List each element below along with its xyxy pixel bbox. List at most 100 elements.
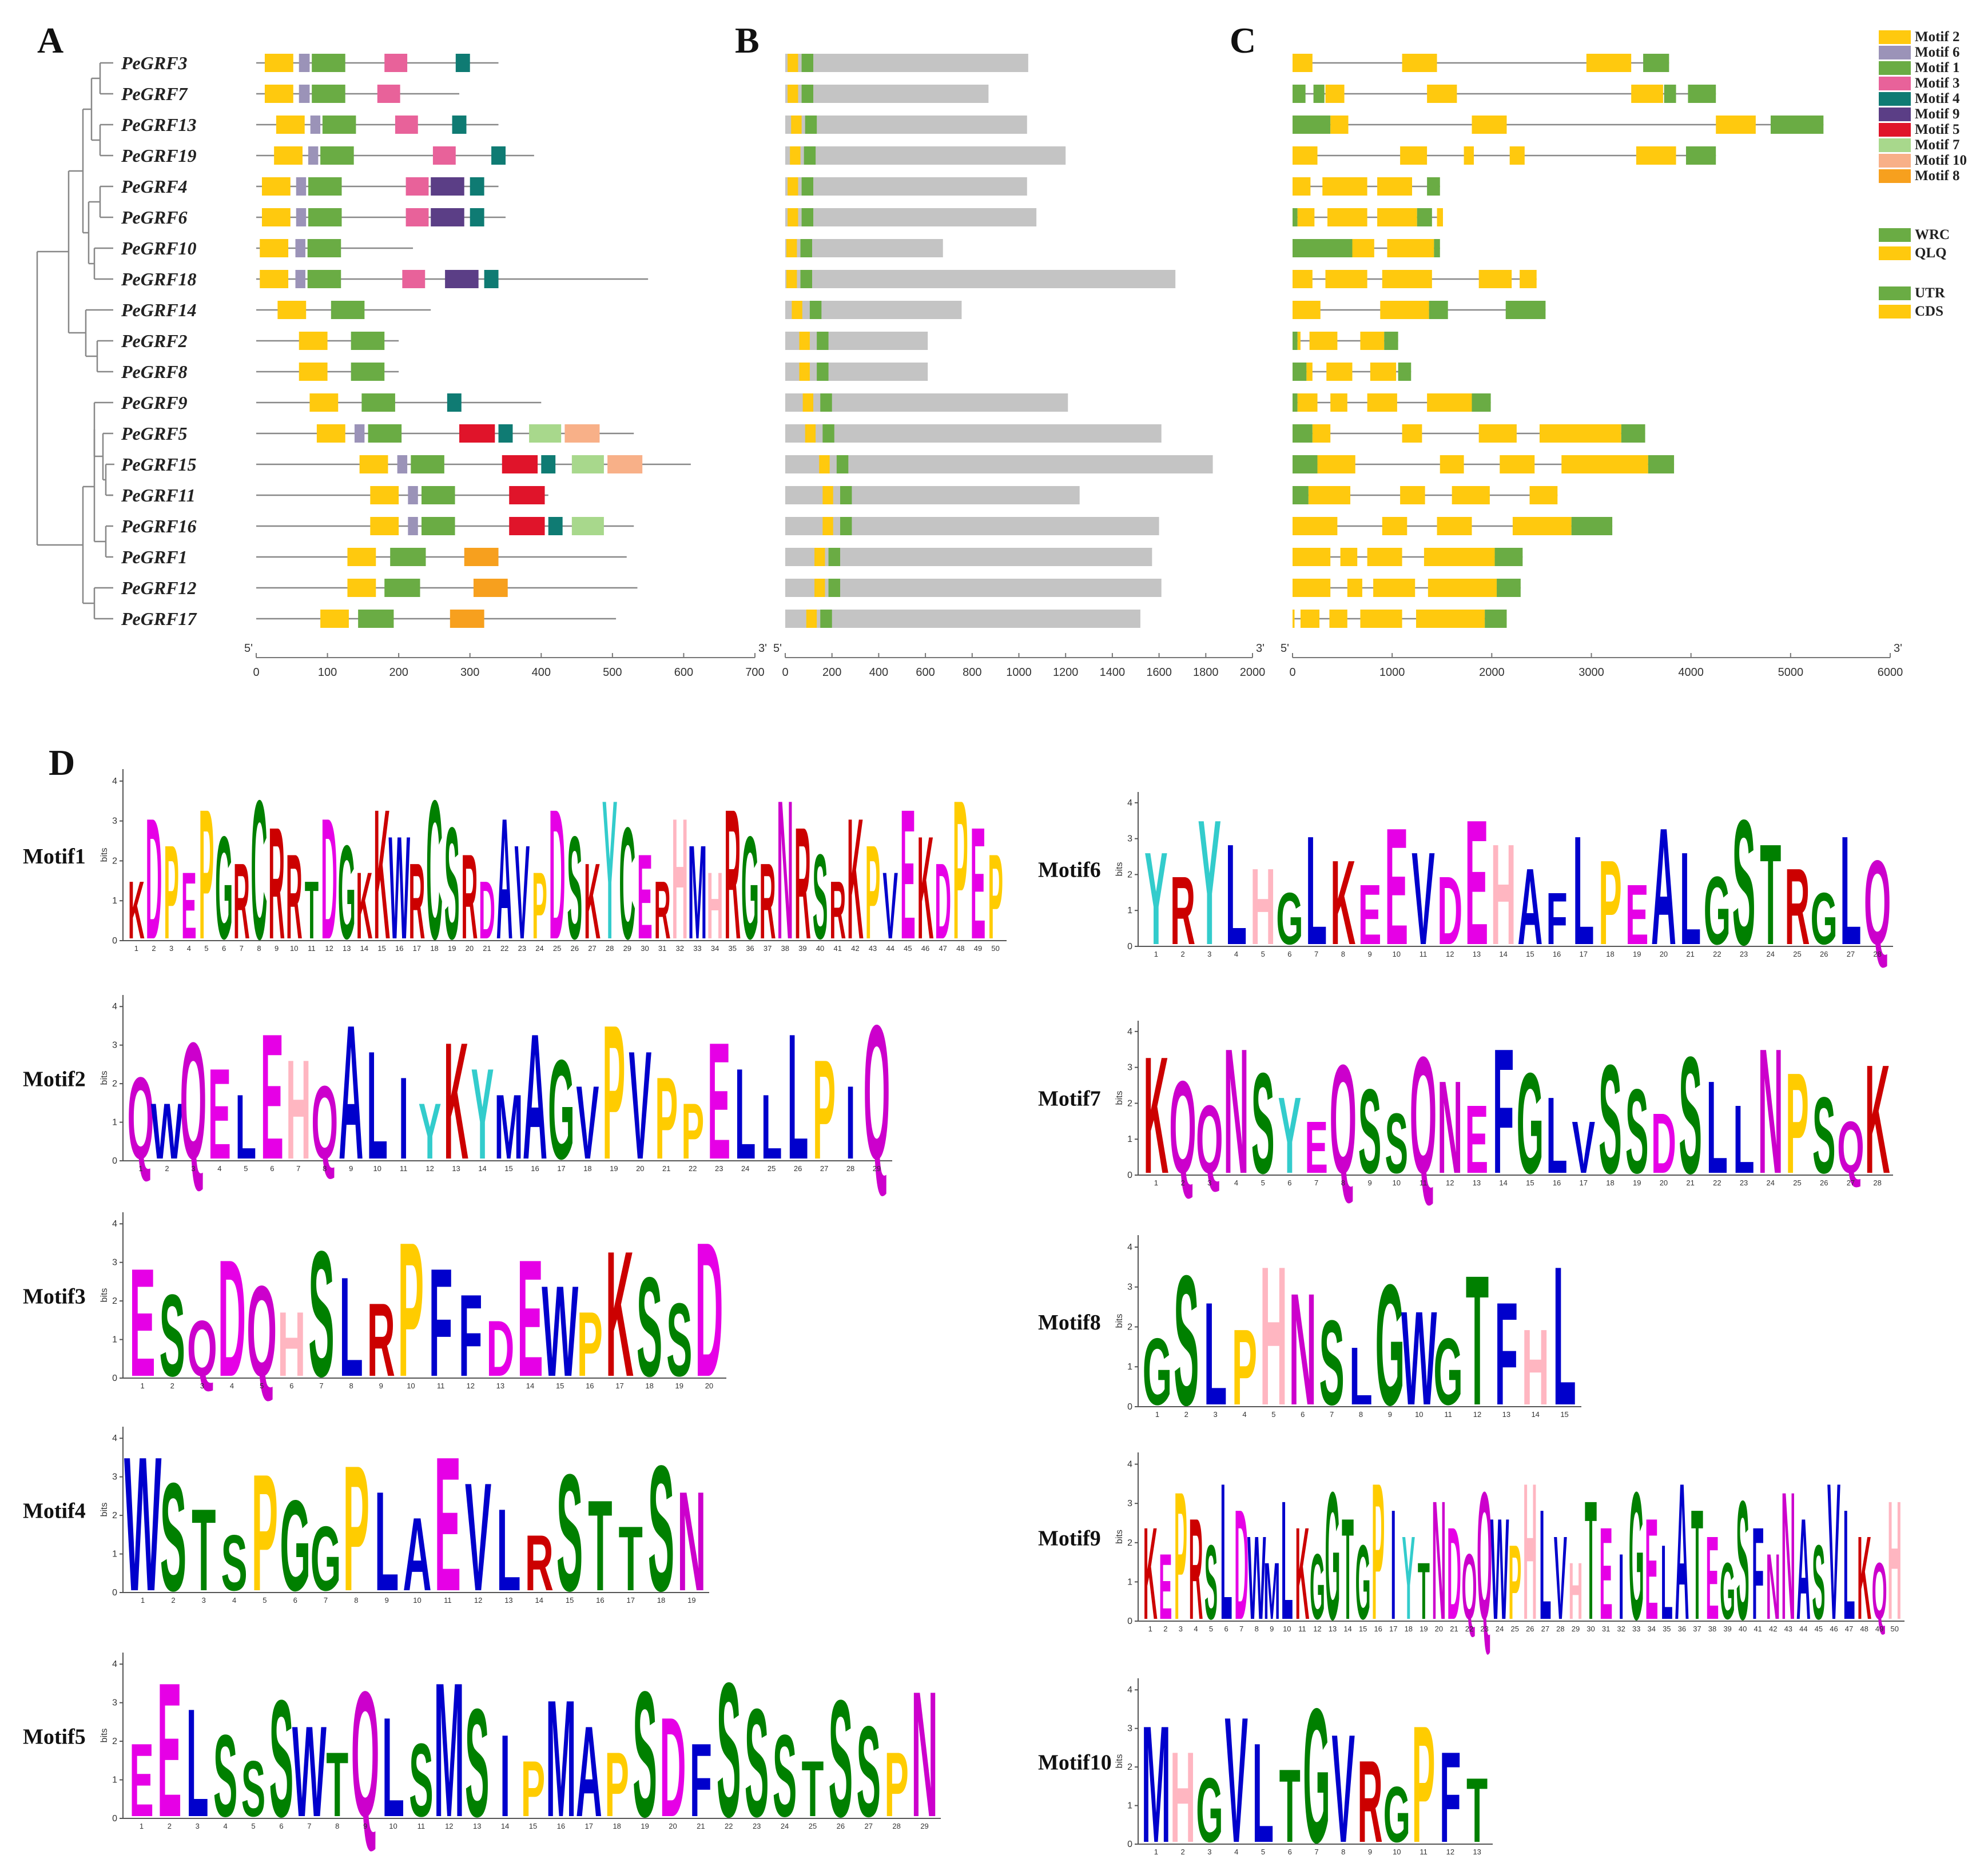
- logo-letter: N: [1437, 1053, 1462, 1201]
- logo-position-label: 4: [1242, 1410, 1246, 1419]
- logo-position-label: 43: [869, 944, 877, 953]
- motif-name-label: Motif1: [23, 845, 86, 869]
- logo-position-label: 29: [873, 1164, 881, 1173]
- logo-letter: K: [1295, 1500, 1309, 1647]
- cds-exon-box: [1512, 517, 1572, 535]
- axis-3prime-label: 3': [1256, 642, 1265, 655]
- logo-position-label: 1: [134, 944, 138, 953]
- logo-letter: N: [1289, 1260, 1317, 1438]
- logo-letter: N: [1758, 1011, 1783, 1211]
- cds-exon-box: [1340, 548, 1358, 566]
- logo-letter: G: [1276, 878, 1303, 960]
- logo-position-label: 6: [293, 1596, 297, 1605]
- logo-position-label: 7: [1314, 950, 1318, 958]
- motif2-box: [260, 270, 289, 288]
- cds-exon-box: [1367, 393, 1397, 412]
- logo-position-label: 44: [886, 944, 894, 953]
- cds-exon-box: [1309, 332, 1338, 350]
- logo-letter: H: [1523, 1443, 1537, 1661]
- logo-letter: L: [1546, 1074, 1568, 1196]
- logo-letter: D: [549, 771, 566, 978]
- legend-swatch: [1879, 286, 1911, 300]
- cds-exon-box: [1437, 208, 1443, 226]
- axis-tick-label: 0: [1289, 666, 1295, 679]
- logo-letter: K: [606, 1215, 634, 1415]
- logo-position-label: 5: [1261, 1179, 1265, 1187]
- cds-exon-box: [1308, 486, 1351, 504]
- cds-exon-box: [1293, 301, 1321, 319]
- logo-y-tick-label: 0: [1127, 1617, 1132, 1626]
- logo-position-label: 13: [452, 1164, 460, 1173]
- motif6-box: [296, 208, 307, 226]
- utr-exon-box: [1505, 301, 1546, 319]
- wrc-domain-box: [828, 579, 840, 597]
- axis-tick-label: 0: [253, 666, 259, 679]
- logo-y-tick-label: 4: [112, 777, 117, 786]
- protein-bar: [785, 424, 1162, 443]
- cds-exon-box: [1478, 270, 1512, 288]
- logo-letter: L: [735, 1042, 756, 1187]
- logo-position-label: 50: [991, 944, 999, 953]
- logo-y-tick-label: 3: [112, 1698, 117, 1708]
- logo-y-tick-label: 0: [112, 1156, 117, 1166]
- utr-exon-box: [1293, 332, 1298, 350]
- logo-position-label: 22: [1713, 1179, 1721, 1187]
- logo-position-label: 4: [217, 1164, 221, 1173]
- logo-position-label: 16: [1553, 950, 1561, 958]
- logo-letter: F: [1752, 1500, 1764, 1647]
- utr-exon-box: [1494, 548, 1523, 566]
- logo-position-label: 7: [307, 1822, 311, 1830]
- logo-letter: D: [935, 840, 951, 961]
- logo-position-label: 16: [557, 1822, 565, 1830]
- logo-letter: G: [741, 806, 759, 969]
- utr-exon-box: [1664, 85, 1676, 103]
- utr-exon-box: [1429, 301, 1448, 319]
- logo-letter: S: [813, 830, 828, 965]
- logo-position-label: 11: [418, 1822, 426, 1830]
- logo-position-label: 8: [1255, 1625, 1259, 1633]
- logo-letter: S: [465, 1677, 489, 1849]
- motif9-box: [431, 208, 464, 226]
- logo-letter: G: [548, 1031, 574, 1189]
- wrc-domain-box: [801, 208, 814, 226]
- logo-position-label: 2: [168, 1822, 172, 1830]
- logo-letter: Q: [246, 1260, 277, 1404]
- motif6-box: [299, 54, 310, 72]
- logo-letter: P: [164, 817, 179, 967]
- logo-letter: S: [648, 1428, 674, 1629]
- logo-position-label: 3: [1179, 1625, 1183, 1633]
- motif2-box: [316, 424, 345, 443]
- cds-exon-box: [1631, 85, 1663, 103]
- phylogenetic-tree: [36, 62, 114, 620]
- logo-position-label: 5: [260, 1382, 264, 1390]
- logo-position-label: 39: [1723, 1625, 1731, 1633]
- gene-label: PeGRF5: [121, 423, 188, 444]
- motif1-box: [312, 54, 345, 72]
- logo-y-tick-label: 2: [112, 1511, 117, 1520]
- logo-position-label: 36: [746, 944, 754, 953]
- logo-letter: S: [633, 1654, 657, 1854]
- utr-exon-box: [1313, 85, 1325, 103]
- logo-letter: M: [546, 1665, 576, 1852]
- logo-y-tick-label: 2: [1127, 1538, 1132, 1548]
- gene-label: PeGRF10: [121, 238, 197, 258]
- logo-letter: T: [1279, 1747, 1301, 1864]
- logo-letter: L: [761, 1075, 782, 1178]
- logo-letter: L: [1707, 1053, 1728, 1201]
- logo-y-tick-label: 1: [112, 1776, 117, 1785]
- logo-position-label: 18: [613, 1822, 621, 1830]
- logo-position-label: 7: [1239, 1625, 1243, 1633]
- logo-letter: G: [1355, 1523, 1371, 1642]
- logo-letter: L: [1220, 1443, 1232, 1661]
- cds-exon-box: [1347, 579, 1362, 597]
- logo-letter: C: [619, 794, 635, 973]
- axis-tick-label: 2000: [1240, 666, 1266, 679]
- logo-position-label: 3: [1207, 950, 1211, 958]
- logo-position-label: 11: [1444, 1410, 1452, 1419]
- motif3-box: [405, 208, 429, 226]
- logo-position-label: 15: [1526, 1179, 1534, 1187]
- logo-position-label: 24: [781, 1822, 789, 1830]
- logo-position-label: 3: [1207, 1848, 1211, 1856]
